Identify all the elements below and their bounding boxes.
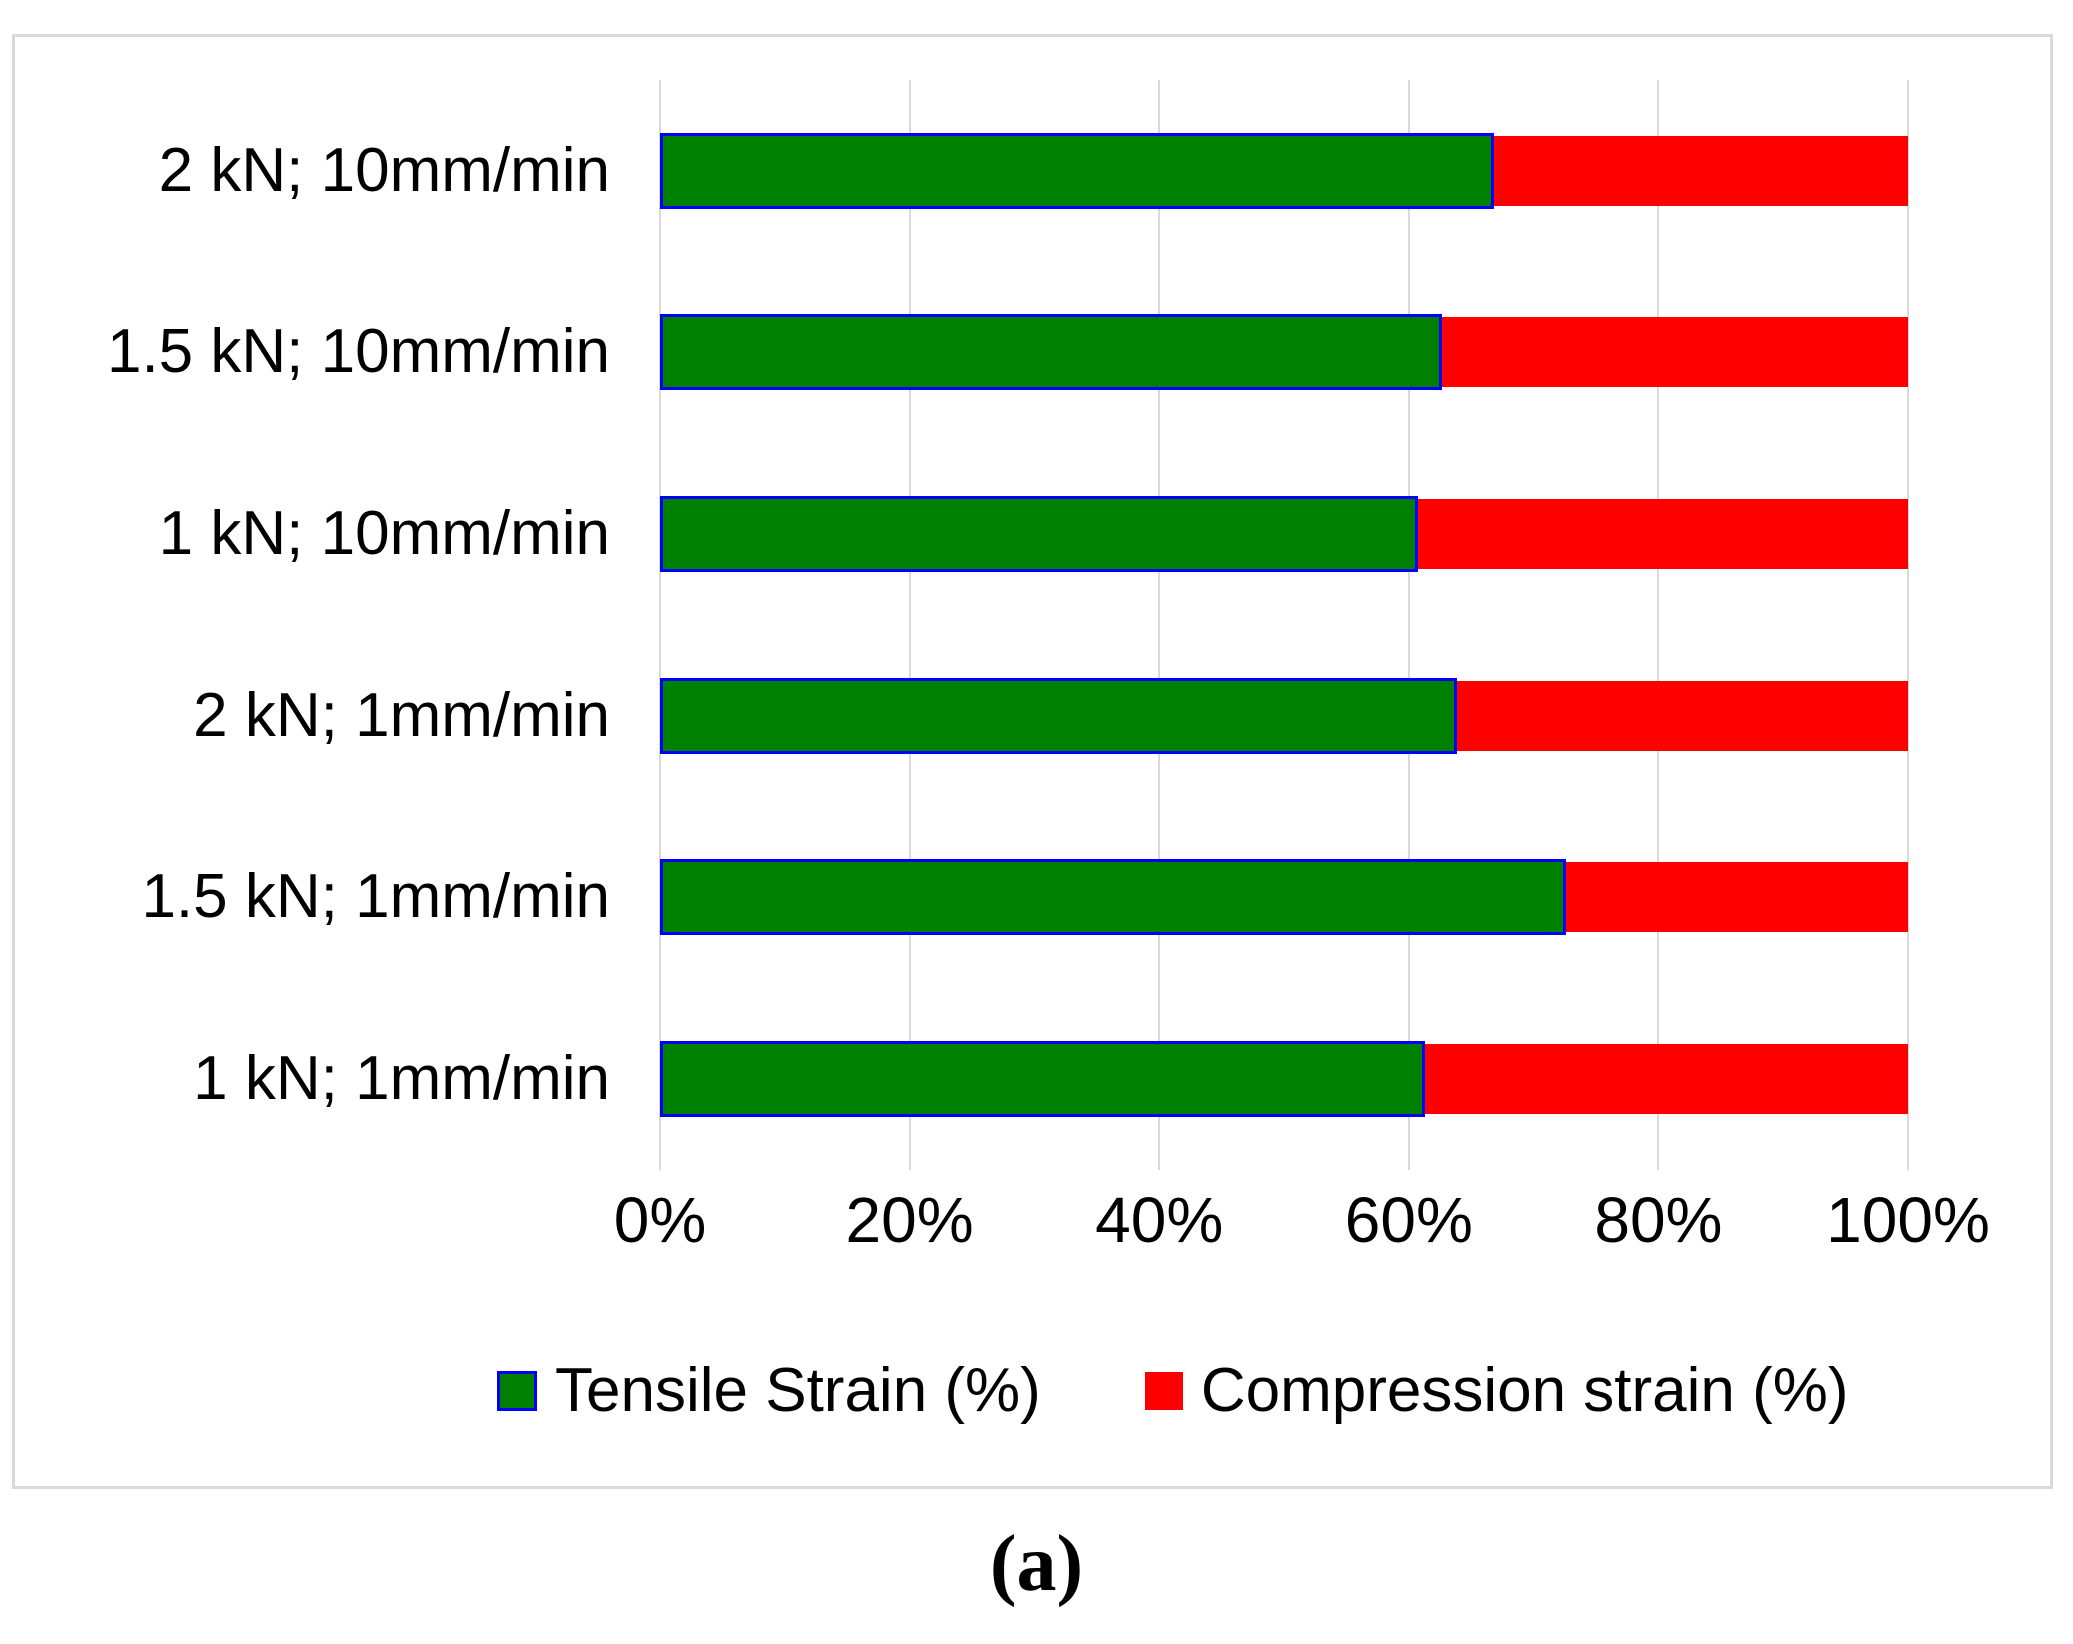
bar-row xyxy=(660,443,1908,625)
category-label: 1.5 kN; 10mm/min xyxy=(106,317,610,387)
x-tick-label: 20% xyxy=(845,1184,974,1256)
x-tick-label: 60% xyxy=(1344,1184,1473,1256)
compression-bar-segment xyxy=(1417,499,1908,570)
tensile-bar-segment xyxy=(660,1041,1426,1118)
bar-row xyxy=(660,625,1908,807)
gridline xyxy=(1158,80,1161,1170)
gridline xyxy=(908,80,911,1170)
category-label: 1.5 kN; 1mm/min xyxy=(141,862,610,932)
tensile-bar-segment xyxy=(660,314,1443,391)
legend-item-tensile: Tensile Strain (%) xyxy=(497,1360,1041,1422)
category-label: 2 kN; 10mm/min xyxy=(158,135,610,205)
gridline xyxy=(659,80,661,1170)
category-axis: 2 kN; 10mm/min 1.5 kN; 10mm/min 1 kN; 10mm… xyxy=(12,80,610,1170)
legend-item-compression: Compression strain (%) xyxy=(1144,1356,1849,1425)
bar-row xyxy=(660,80,1908,262)
compression-bar-segment xyxy=(1566,862,1908,933)
gridline xyxy=(1407,80,1410,1170)
legend: Tensile Strain (%) Compression strain (%… xyxy=(497,1352,1849,1430)
gridline xyxy=(1657,80,1660,1170)
tensile-legend-swatch xyxy=(497,1371,537,1411)
plot-area xyxy=(659,80,1909,1170)
tensile-bar-segment xyxy=(660,677,1458,754)
x-axis: 0% 20% 40% 60% 80% 100% xyxy=(614,1184,1990,1265)
category-label: 1 kN; 1mm/min xyxy=(193,1044,610,1114)
category-label: 1 kN; 10mm/min xyxy=(158,499,610,569)
x-tick-label: 80% xyxy=(1594,1184,1723,1256)
compression-legend-label: Compression strain (%) xyxy=(1200,1356,1849,1425)
compression-bar-segment xyxy=(1442,317,1908,388)
bar-row xyxy=(660,988,1908,1170)
bar-row xyxy=(660,807,1908,989)
figure-frame xyxy=(12,34,2053,1489)
compression-legend-swatch xyxy=(1144,1372,1183,1410)
x-tick-label: 100% xyxy=(1826,1184,1990,1256)
category-label: 2 kN; 1mm/min xyxy=(193,680,610,750)
tensile-bar-segment xyxy=(660,496,1418,573)
x-tick-label: 0% xyxy=(613,1184,707,1256)
figure-caption: (a) xyxy=(989,1520,1084,1608)
bar-row xyxy=(660,262,1908,444)
compression-bar-segment xyxy=(1493,135,1908,206)
gridline xyxy=(1907,80,1909,1170)
tensile-legend-label: Tensile Strain (%) xyxy=(555,1356,1041,1425)
tensile-bar-segment xyxy=(660,859,1567,936)
x-tick-label: 40% xyxy=(1095,1184,1224,1256)
tensile-bar-segment xyxy=(660,132,1494,209)
compression-bar-segment xyxy=(1425,1044,1908,1115)
compression-bar-segment xyxy=(1457,680,1908,751)
